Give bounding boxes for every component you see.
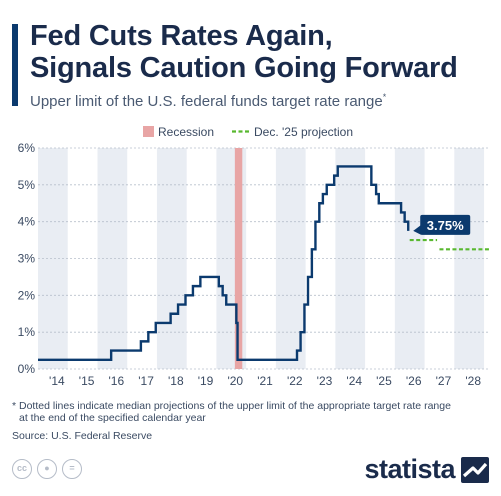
brand-name: statista (364, 454, 455, 484)
person-icon[interactable]: ● (37, 459, 57, 479)
legend-swatch-recession (143, 126, 154, 137)
statista-mark-icon (461, 456, 489, 483)
legend-label-projection: Dec. '25 projection (254, 125, 353, 139)
x-tick-label: '20 (227, 374, 243, 388)
footnote-line-1: * Dotted lines indicate median projectio… (12, 400, 451, 412)
legend-label-recession: Recession (158, 125, 214, 139)
fed-rate-chart: 0% 1% 2% 3% 4% 5% 6% '14 '15 '16 '17 '18 '19 '20 '21 '2… (18, 125, 490, 388)
y-tick-label: 1% (18, 325, 36, 339)
x-tick-label: '25 (376, 374, 392, 388)
subtitle-footnote-mark: * (382, 92, 387, 102)
rate-step-line (38, 165, 410, 361)
callout-pointer (413, 224, 422, 235)
callout-label: 3.75% (427, 218, 464, 233)
title-line-1: Fed Cuts Rates Again, (30, 20, 333, 52)
x-tick-label: '27 (436, 374, 452, 388)
x-tick-label: '24 (346, 374, 362, 388)
subtitle-text: Upper limit of the U.S. federal funds ta… (30, 93, 383, 110)
y-tick-label: 0% (18, 362, 36, 376)
recession-band (234, 148, 243, 369)
callout-box (420, 214, 471, 235)
title-accent-bar (12, 24, 18, 106)
chart-title: Fed Cuts Rates Again, Signals Caution Go… (30, 20, 490, 84)
y-tick-label: 6% (18, 141, 36, 155)
x-tick-label: '26 (406, 374, 422, 388)
x-tick-label: '28 (465, 374, 481, 388)
source-note: Source: U.S. Federal Reserve (12, 430, 153, 442)
x-tick-label: '16 (109, 374, 125, 388)
title-line-2: Signals Caution Going Forward (30, 52, 458, 84)
license-icons: cc ● = (12, 459, 82, 479)
equals-icon[interactable]: = (62, 459, 82, 479)
x-tick-label: '21 (257, 374, 273, 388)
y-tick-label: 5% (18, 178, 36, 192)
footnote: * Dotted lines indicate median projectio… (12, 400, 492, 424)
x-tick-label: '14 (49, 374, 65, 388)
cc-icon[interactable]: cc (12, 459, 32, 479)
x-tick-label: '19 (198, 374, 214, 388)
statista-logo[interactable]: statista (364, 454, 489, 485)
y-tick-label: 3% (18, 252, 36, 266)
x-tick-label: '15 (79, 374, 95, 388)
chart-subtitle: Upper limit of the U.S. federal funds ta… (30, 92, 386, 110)
footnote-line-2: at the end of the specified calendar yea… (19, 412, 206, 424)
y-tick-label: 2% (18, 288, 36, 302)
x-tick-label: '17 (138, 374, 154, 388)
x-tick-label: '18 (168, 374, 184, 388)
x-tick-label: '22 (287, 374, 303, 388)
x-tick-label: '23 (317, 374, 333, 388)
y-tick-label: 4% (18, 215, 36, 229)
